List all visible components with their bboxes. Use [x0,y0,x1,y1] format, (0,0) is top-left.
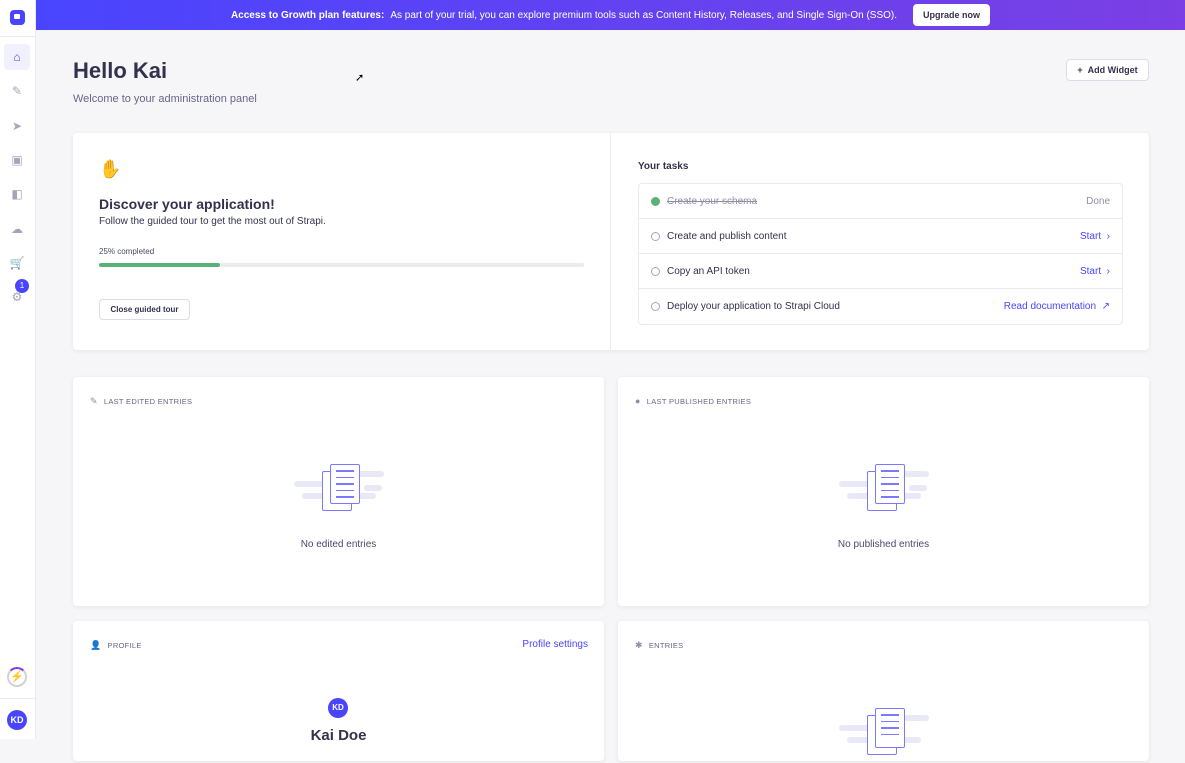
empty-message: No edited entries [300,539,377,550]
gear-icon[interactable]: ⚙ [11,290,23,304]
settings-badge: 1 [15,279,29,293]
images-icon[interactable]: ▣ [11,153,23,167]
check-circle-icon [651,196,660,206]
start-link[interactable]: Start › [1079,265,1110,277]
pencil-icon: ✎ [90,396,98,406]
task-label: Create and publish content [667,230,787,242]
circle-icon [651,266,660,276]
user-icon: 👤 [90,640,102,650]
guided-tour-card: ✋ Discover your application! Follow the … [73,133,1149,350]
waving-hand-icon: ✋ [99,159,122,179]
puzzle-icon: ✱ [635,640,643,650]
task-status: Done [1086,195,1110,207]
progress-fill [99,263,221,267]
strapi-logo[interactable] [10,10,25,25]
last-published-widget: ● LAST PUBLISHED ENTRIES No published ent… [618,377,1149,606]
widget-title: LAST EDITED ENTRIES [103,397,193,406]
empty-message: No published entries [837,539,930,550]
add-widget-label: Add Widget [1087,65,1138,75]
task-label: Copy an API token [667,265,750,277]
page-subtitle: Welcome to your administration panel [73,93,257,105]
progress-bar [99,263,584,267]
read-documentation-link[interactable]: Read documentation ↗ [1003,301,1110,312]
divider [0,36,36,37]
circle-icon [651,231,660,241]
trial-banner: Access to Growth plan features: As part … [36,0,1185,30]
lightning-icon[interactable]: ⚡ [7,667,27,687]
task-item: Create your schema Done [639,184,1122,219]
feather-icon[interactable]: ✎ [11,84,23,98]
paper-plane-icon[interactable]: ➤ [11,119,23,133]
page-title: Hello Kai [73,58,168,83]
task-label: Deploy your application to Strapi Cloud [667,301,840,312]
divider [0,698,36,699]
upgrade-now-button[interactable]: Upgrade now [913,4,991,26]
empty-documents-icon [838,707,929,763]
profile-name: Kai Doe [310,727,367,744]
mouse-cursor-icon: ➚ [355,72,365,84]
profile-widget: 👤 PROFILE Profile settings KD Kai Doe [73,621,604,761]
task-item: Copy an API token Start › [639,254,1122,289]
plus-icon: + [1077,65,1083,75]
banner-text: As part of your trial, you can explore p… [390,9,898,21]
tour-description: Follow the guided tour to get the most o… [99,216,326,227]
profile-avatar: KD [328,698,348,718]
sidebar: ⌂ ✎ ➤ ▣ ◧ ☁ 🛒 ⚙ 1 ⚡ KD [0,0,36,739]
check-circle-icon: ● [635,396,641,406]
banner-bold: Access to Growth plan features: [230,9,385,21]
task-item: Create and publish content Start › [639,219,1122,254]
profile-settings-link[interactable]: Profile settings [522,639,588,650]
tour-title: Discover your application! [99,196,275,212]
empty-documents-icon [293,463,384,519]
empty-documents-icon [838,463,929,519]
last-edited-widget: ✎ LAST EDITED ENTRIES No edited entries [73,377,604,606]
tasks-title: Your tasks [638,161,689,172]
entries-widget: ✱ ENTRIES [618,621,1149,761]
widget-title: ENTRIES [648,641,684,650]
task-label: Create your schema [667,195,758,207]
circle-icon [651,302,660,311]
add-widget-button[interactable]: + Add Widget [1066,59,1149,81]
task-list: Create your schema Done Create and publis… [638,183,1123,325]
task-item: Deploy your application to Strapi Cloud R… [639,289,1122,324]
cloud-icon[interactable]: ☁ [11,222,23,236]
close-guided-tour-button[interactable]: Close guided tour [99,299,190,320]
home-icon[interactable]: ⌂ [4,44,30,70]
layout-icon[interactable]: ◧ [11,187,23,201]
widget-title: LAST PUBLISHED ENTRIES [646,396,752,406]
start-link[interactable]: Start › [1079,230,1110,242]
cart-icon[interactable]: 🛒 [9,256,25,270]
progress-label: 25% completed [99,247,155,256]
widget-title: PROFILE [107,641,142,650]
user-avatar[interactable]: KD [7,710,27,730]
